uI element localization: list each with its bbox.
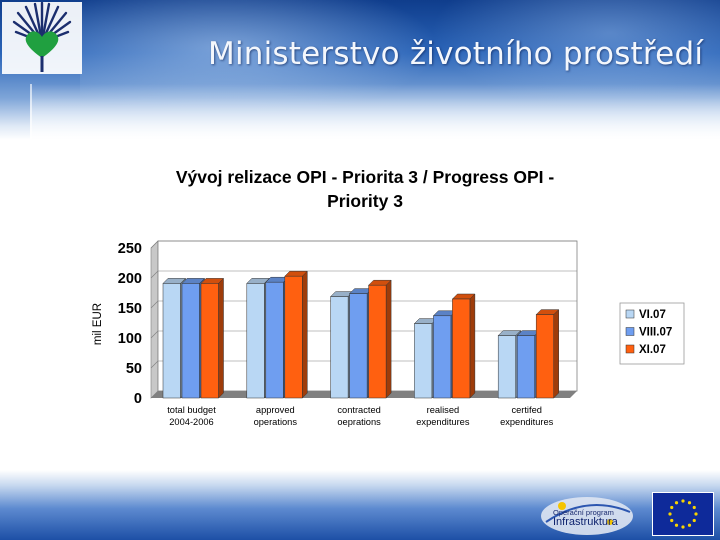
bar-front [497, 335, 516, 399]
chart-side-wall [150, 240, 159, 399]
x-tick-label: oeprations [337, 417, 381, 427]
eu-star-icon [674, 501, 679, 505]
eu-star-icon [681, 499, 685, 503]
gridline [150, 330, 159, 339]
chart-title: Vývoj relizace OPI - Priorita 3 / Progre… [100, 165, 630, 213]
chart-bars [162, 270, 560, 399]
x-tick-label: total budget [167, 405, 216, 415]
x-tick-label: approved [256, 405, 295, 415]
x-tick-label: realised [427, 405, 460, 415]
gridline [150, 270, 159, 279]
bar [451, 293, 476, 399]
y-axis-ticks: 0 50 100 150 200 250 [118, 241, 142, 407]
x-axis-category-labels: total budget 2004-2006 approved operations c… [167, 405, 553, 427]
bar-front [516, 335, 535, 399]
x-tick-label: certifed [511, 405, 542, 415]
x-tick-label: 2004-2006 [169, 417, 213, 427]
eu-star-icon [692, 518, 696, 523]
y-tick-label: 250 [118, 241, 142, 257]
gridline [150, 240, 159, 249]
bar-front [368, 284, 387, 399]
y-tick-label: 150 [118, 301, 142, 317]
chart-title-line: Vývoj relizace OPI - Priorita 3 / Progre… [175, 167, 555, 187]
legend-swatch [625, 327, 635, 336]
bar-front [330, 296, 349, 399]
gridline [150, 300, 159, 309]
bar-side [553, 308, 559, 399]
y-tick-label: 200 [118, 271, 142, 287]
programme-name-line1: Operační program [553, 508, 614, 517]
chart-legend: VI.07 VIII.07 XI.07 [619, 302, 685, 365]
bar [535, 308, 560, 399]
eu-star-icon [694, 512, 698, 516]
bar-front [284, 275, 303, 399]
x-tick-label: operations [254, 417, 298, 427]
bar-front [246, 283, 265, 399]
eu-star-icon [670, 518, 674, 523]
header-banner: Ministerstvo životního prostředí [0, 0, 720, 140]
bar [367, 279, 392, 399]
bar-front [181, 283, 200, 399]
eu-star-icon [668, 512, 672, 516]
y-tick-label: 0 [134, 391, 142, 407]
banner-panel [30, 84, 720, 140]
bar-side [302, 270, 308, 399]
programme-name-line2: Infrastruktura [553, 516, 618, 528]
legend-label: XI.07 [639, 344, 666, 356]
bar-front [162, 283, 181, 399]
y-axis-label: mil EUR [92, 303, 104, 345]
eu-star-icon [687, 501, 692, 505]
x-tick-label: expenditures [500, 417, 554, 427]
bar [200, 277, 225, 399]
eu-star-icon [674, 523, 679, 527]
bar-front [535, 314, 554, 399]
chart-title-line: Priority 3 [327, 191, 403, 211]
bar-front [433, 315, 452, 399]
legend-swatch [625, 309, 635, 319]
y-tick-label: 50 [126, 361, 142, 377]
x-tick-label: expenditures [416, 417, 470, 427]
eu-flag-icon [652, 492, 714, 536]
bar-side [385, 279, 392, 399]
bar-side [469, 293, 476, 399]
bar-front [414, 323, 433, 399]
bar-front [452, 298, 471, 399]
eu-star-icon [687, 523, 692, 527]
operational-programme-logo-icon [541, 497, 633, 535]
bar-front [349, 293, 368, 399]
eu-star-icon [692, 505, 696, 510]
legend-label: VIII.07 [639, 327, 672, 339]
bar-side [218, 277, 224, 399]
x-tick-label: contracted [337, 405, 380, 415]
eu-star-icon [670, 505, 674, 510]
legend-label: VI.07 [639, 309, 666, 321]
heart-tree-logo-icon [2, 2, 82, 74]
bar [284, 270, 308, 399]
y-tick-label: 100 [118, 331, 142, 347]
bar-front [200, 283, 219, 399]
ministry-name: Ministerstvo životního prostředí [208, 36, 704, 72]
gridline [150, 360, 159, 369]
bar-front [265, 281, 284, 399]
legend-swatch [625, 344, 635, 354]
eu-star-icon [681, 525, 685, 529]
